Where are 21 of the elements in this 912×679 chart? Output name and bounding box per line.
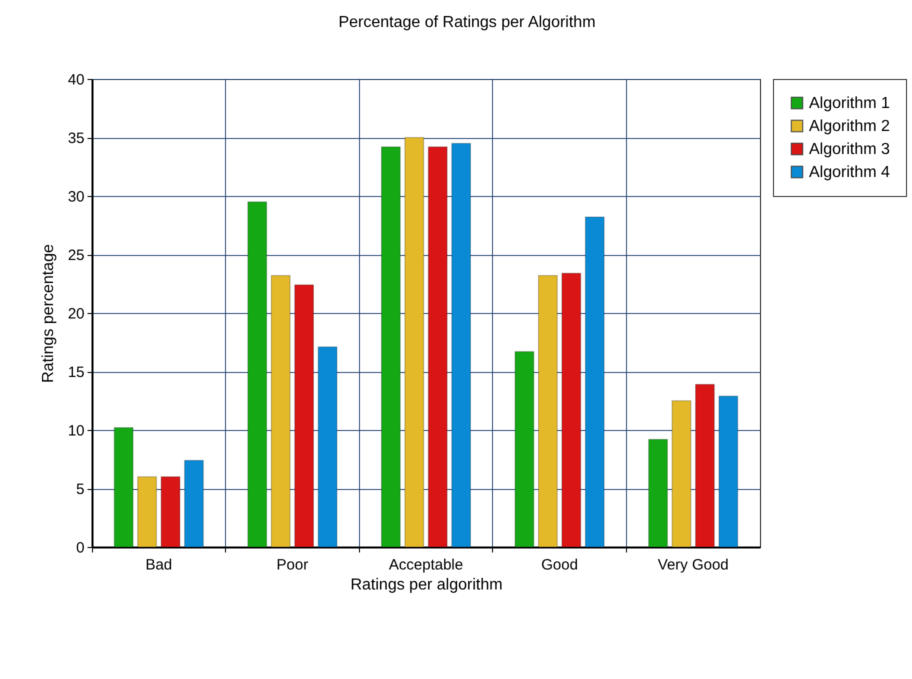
y-tick-label: 15 xyxy=(68,364,84,381)
x-axis-title: Ratings per algorithm xyxy=(350,576,503,594)
y-tick-label: 20 xyxy=(68,306,84,322)
chart-title: Percentage of Ratings per Algorithm xyxy=(338,14,596,31)
x-tick-label: Acceptable xyxy=(388,556,464,574)
y-tick-label: 5 xyxy=(76,481,84,498)
legend-label: Algorithm 2 xyxy=(809,118,890,135)
y-tick-label: 35 xyxy=(68,130,84,147)
x-tick-label: Bad xyxy=(145,556,172,574)
y-tick-label: 25 xyxy=(68,247,84,264)
legend-label: Algorithm 4 xyxy=(809,164,890,181)
y-tick-label: 0 xyxy=(76,540,84,556)
y-tick-label: 10 xyxy=(68,422,84,440)
y-axis-title: Ratings percentage xyxy=(40,244,57,383)
y-tick-label: 40 xyxy=(68,72,84,88)
x-tick-label: Very Good xyxy=(658,556,729,574)
legend-label: Algorithm 1 xyxy=(809,95,890,112)
legend-label: Algorithm 3 xyxy=(809,141,890,158)
x-tick-label: Poor xyxy=(276,556,308,574)
y-tick-label: 30 xyxy=(68,188,84,206)
x-tick-label: Good xyxy=(541,556,578,574)
